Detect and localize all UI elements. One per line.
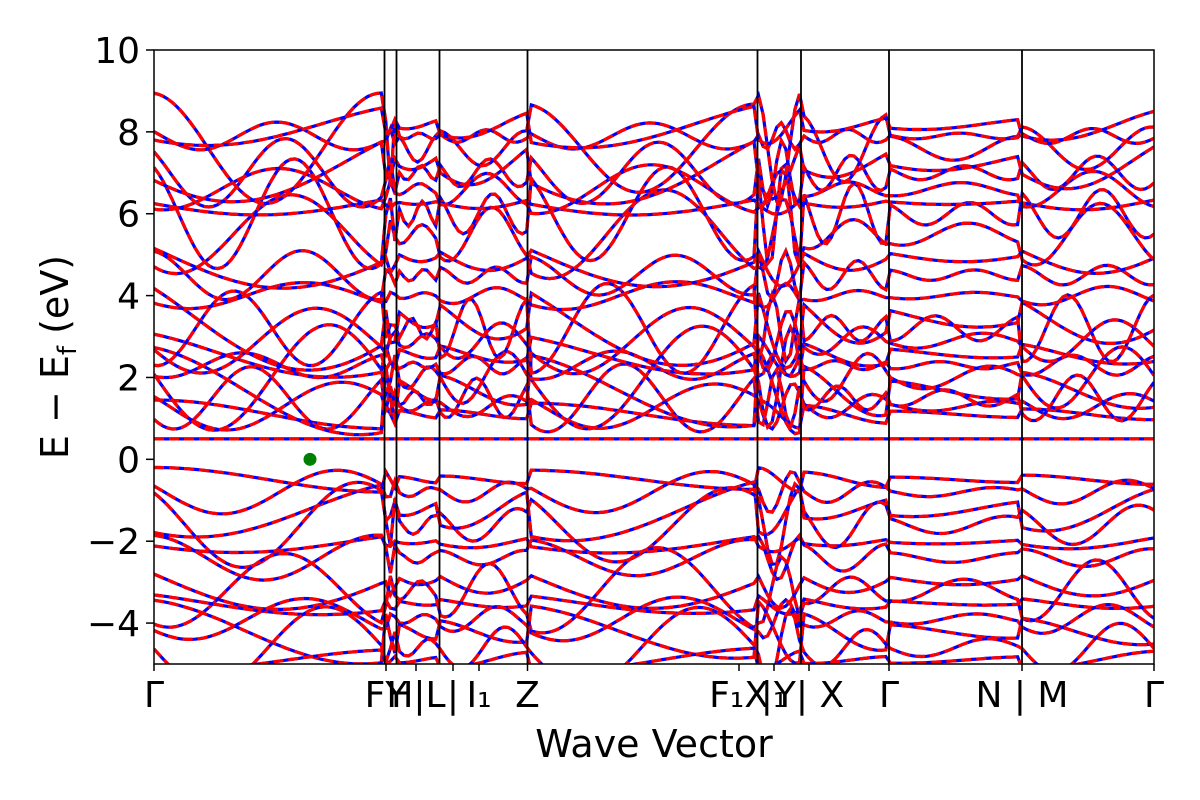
- band-spin-down: [154, 344, 1154, 437]
- x-tick-label: F₁X: [709, 675, 769, 716]
- band-spin-up: [154, 138, 1154, 206]
- band-spin-down: [154, 188, 1154, 281]
- x-tick-label: Γ: [1144, 675, 1164, 716]
- y-tick-label: −4: [87, 604, 140, 645]
- x-axis: Γ FYH|L | I₁ Z F₁X|₁Y| X Γ N | M Γ: [144, 664, 1164, 716]
- band-spin-down: [154, 163, 1154, 216]
- y-axis-label: E − Ef (eV): [33, 255, 83, 459]
- y-tick-label: 4: [117, 277, 140, 318]
- band-spin-down: [154, 246, 1154, 302]
- y-tick-label: 2: [117, 358, 140, 399]
- band-spin-down: [154, 572, 1154, 611]
- band-spin-down: [154, 287, 1154, 372]
- band-spin-down: [154, 136, 1154, 212]
- x-axis-label: Wave Vector: [535, 722, 773, 766]
- y-tick-label: 8: [117, 113, 140, 154]
- y-axis-label-subscript: f: [53, 345, 83, 355]
- band-spin-down: [154, 157, 1154, 271]
- band-spin-down: [154, 104, 1154, 150]
- band-spin-down: [154, 534, 1154, 555]
- plot-frame: [153, 49, 1155, 665]
- y-axis: −4 −2 0 2 4 6 8 10: [87, 31, 154, 645]
- band-spin-down: [154, 605, 1154, 664]
- band-spin-down: [244, 646, 1154, 664]
- band-spin-down: [154, 532, 1154, 582]
- band-spin-down: [154, 198, 1154, 217]
- band-spin-up: [154, 595, 1154, 643]
- x-tick-label: FY: [365, 675, 409, 716]
- band-spin-down: [154, 398, 1154, 431]
- kpoint-lines: [383, 50, 1023, 664]
- band-spin-down: [154, 468, 1154, 516]
- band-spin-down: [154, 465, 1154, 494]
- x-tick-label: Y| X: [773, 675, 844, 716]
- y-tick-label: 0: [117, 440, 140, 481]
- band-spin-down: [154, 593, 1154, 617]
- x-tick-label: |₁: [761, 675, 788, 716]
- band-spin-down: [154, 331, 1154, 379]
- x-tick-label: Γ: [879, 675, 899, 716]
- x-tick-label: |: [447, 675, 459, 716]
- band-spin-down: [154, 349, 1154, 381]
- x-tick-label: Z: [515, 675, 540, 716]
- band-spin-down: [154, 597, 1154, 664]
- band-spin-down: [154, 480, 1154, 569]
- band-spin-down: [154, 246, 1154, 290]
- band-spin-down: [154, 546, 1154, 635]
- band-spin-down: [154, 305, 1154, 376]
- x-tick-label: I₁: [466, 675, 491, 716]
- x-tick-label: N | M: [975, 675, 1068, 716]
- band-spin-down: [154, 90, 1154, 206]
- x-tick-label: H|L: [386, 675, 445, 716]
- y-tick-label: 10: [94, 31, 140, 72]
- band-spin-down: [154, 281, 1154, 376]
- y-tick-label: −2: [87, 522, 140, 563]
- bands-group: [154, 90, 1154, 664]
- band-edge-marker: [303, 452, 317, 466]
- x-tick-label: Γ: [144, 675, 164, 716]
- band-spin-down: [154, 120, 1154, 152]
- y-tick-label: 6: [117, 195, 140, 236]
